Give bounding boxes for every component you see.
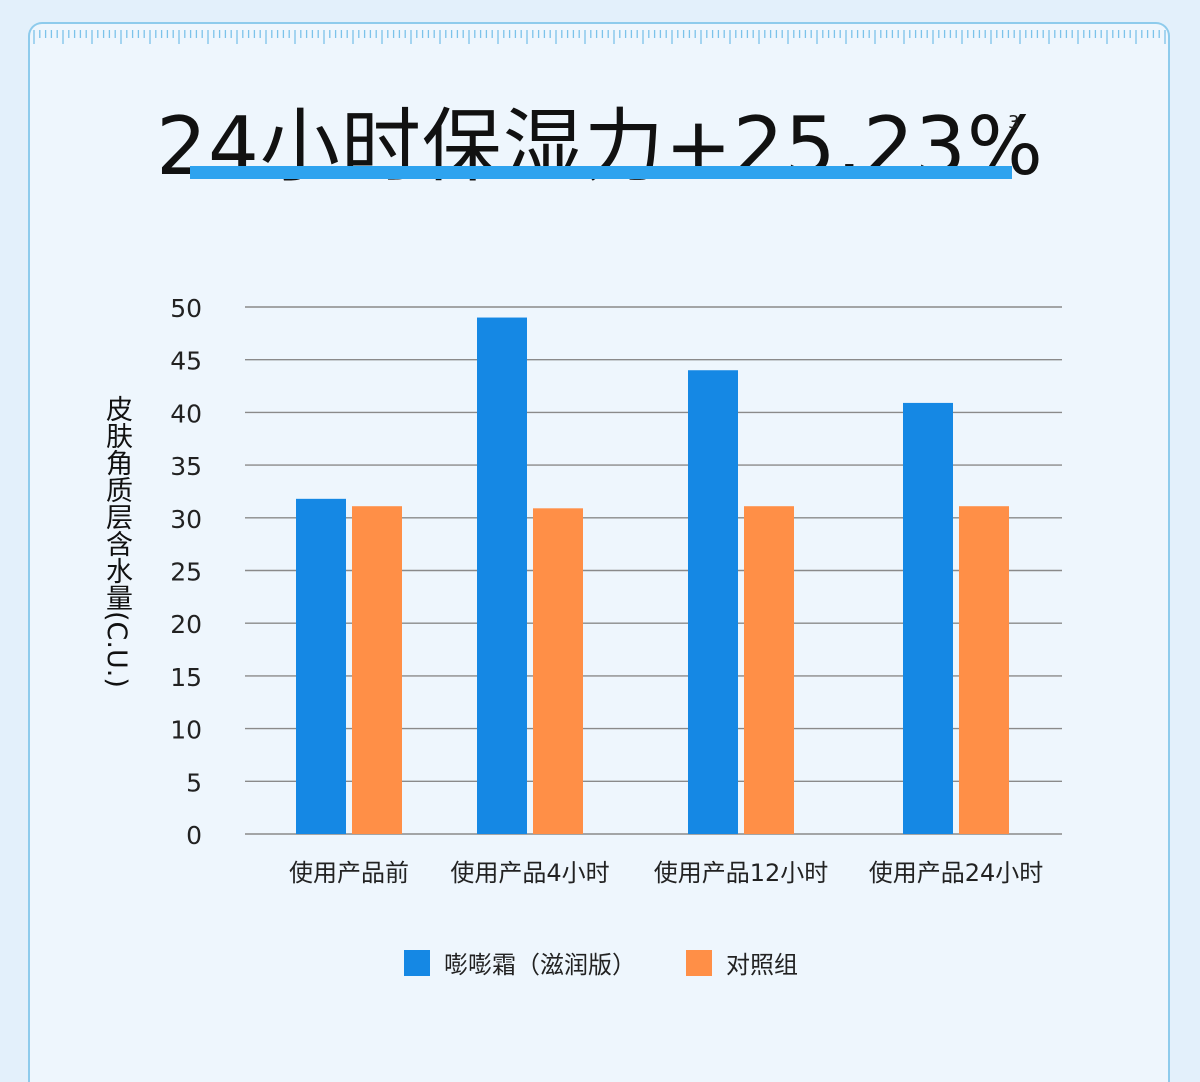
y-tick-label: 20: [170, 610, 202, 639]
y-tick-label: 25: [170, 558, 202, 587]
bar-series-1: [296, 498, 346, 834]
bar-series-1: [688, 370, 738, 834]
y-tick-label: 0: [186, 821, 202, 850]
y-tick-label: 40: [170, 399, 202, 428]
title-footnote-marker: 3: [1008, 112, 1020, 133]
y-tick-label: 45: [170, 347, 202, 376]
x-tick-label: 使用产品前: [289, 859, 409, 887]
x-tick-label: 使用产品12小时: [654, 859, 829, 887]
legend-swatch-series-1: [404, 949, 430, 976]
x-tick-label: 使用产品24小时: [869, 859, 1044, 887]
legend-swatch-series-2: [686, 949, 712, 976]
bar-series-2: [744, 506, 794, 834]
y-tick-label: 50: [170, 294, 202, 323]
y-tick-label: 10: [170, 716, 202, 745]
bar-series-1: [477, 317, 527, 834]
ruler-decoration: [33, 30, 1166, 44]
bar-series-2: [533, 508, 583, 834]
y-tick-label: 5: [186, 768, 202, 797]
legend-label-series-2: 对照组: [726, 951, 798, 979]
legend-item-series-2: 对照组: [686, 945, 798, 980]
bar-chart: 0 5 10 15 20 25 30 35 40 45 50 使用产品前 使用产品4小时 使用产品12小…: [170, 294, 1062, 887]
y-tick-label: 15: [170, 663, 202, 692]
y-axis-label: 皮肤角质层含水量(C.U.): [101, 395, 132, 688]
y-tick-label: 30: [170, 505, 202, 534]
y-tick-label: 35: [170, 452, 202, 481]
legend-label-series-1: 嘭嘭霜（滋润版）: [444, 951, 636, 979]
title-underline: [190, 166, 1012, 179]
bar-series-2: [352, 506, 402, 834]
bar-series-1: [903, 402, 953, 834]
x-tick-label: 使用产品4小时: [450, 859, 609, 887]
bar-series-2: [959, 506, 1009, 834]
legend-item-series-1: 嘭嘭霜（滋润版）: [404, 945, 636, 980]
